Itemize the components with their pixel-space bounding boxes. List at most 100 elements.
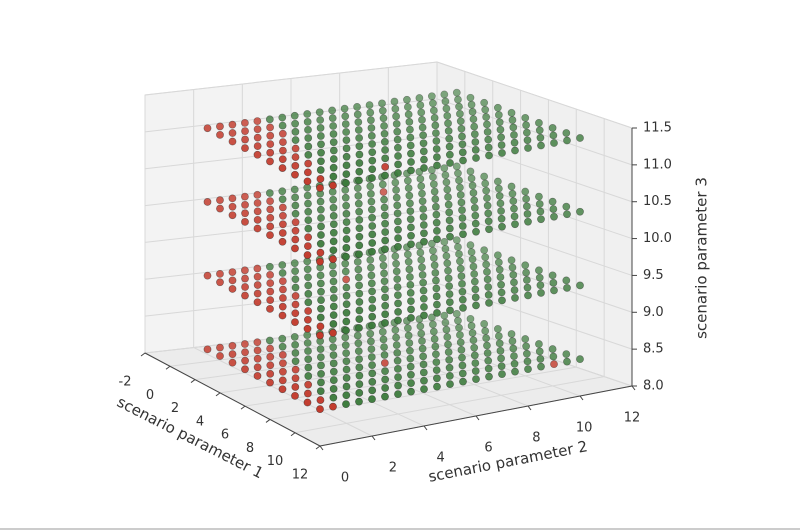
point (452, 162, 461, 171)
point (432, 210, 441, 219)
point (496, 199, 505, 208)
point (498, 149, 506, 157)
point (562, 202, 571, 211)
point (316, 248, 325, 257)
point (495, 265, 504, 274)
point (480, 172, 489, 181)
point (417, 182, 426, 191)
point (509, 123, 518, 132)
point (354, 118, 363, 127)
point (468, 181, 477, 190)
point (537, 141, 545, 150)
point (291, 267, 300, 276)
point (497, 354, 505, 363)
point (253, 142, 262, 151)
point (329, 237, 338, 246)
point (393, 209, 402, 218)
point (510, 352, 518, 360)
point (317, 140, 325, 149)
point (381, 367, 389, 376)
point (304, 199, 312, 208)
point (420, 376, 428, 385)
point (471, 285, 480, 294)
point (266, 344, 274, 353)
point (366, 182, 375, 191)
y-tick-mark (319, 445, 324, 451)
point (380, 195, 388, 204)
point (278, 277, 287, 286)
point (576, 207, 584, 216)
point (291, 365, 300, 374)
point (253, 117, 262, 126)
point (444, 127, 453, 135)
point (342, 144, 351, 153)
point (240, 118, 249, 127)
point (510, 286, 519, 294)
point (316, 239, 325, 248)
point (458, 206, 466, 215)
point (291, 119, 300, 128)
point (522, 349, 531, 358)
point (536, 355, 545, 363)
point (549, 278, 558, 287)
point (304, 355, 313, 364)
point (418, 263, 426, 272)
point (379, 335, 388, 344)
point (406, 207, 415, 216)
point (456, 264, 465, 273)
point (445, 290, 454, 298)
point (432, 358, 441, 367)
point (304, 233, 313, 242)
point (342, 357, 351, 366)
point (497, 133, 505, 142)
point (392, 333, 400, 342)
point (442, 178, 451, 187)
point (291, 383, 300, 391)
point (445, 282, 454, 291)
point (381, 293, 389, 302)
point (535, 192, 543, 201)
point (342, 400, 350, 409)
point (241, 365, 249, 374)
point (418, 337, 426, 345)
point (455, 250, 463, 258)
point (427, 239, 436, 248)
point (316, 175, 325, 183)
point (484, 364, 493, 373)
point (432, 284, 441, 293)
point (316, 124, 325, 132)
point (304, 142, 313, 151)
x-tick-label: 4 (196, 414, 204, 429)
point (394, 381, 402, 390)
point (494, 184, 503, 193)
point (317, 214, 325, 222)
point (480, 246, 489, 255)
point (392, 186, 400, 194)
point (507, 108, 516, 117)
point (471, 293, 480, 302)
point (228, 285, 237, 293)
point (470, 351, 479, 360)
point (456, 257, 464, 266)
point (329, 311, 338, 320)
point (329, 393, 338, 402)
point (241, 135, 249, 144)
point (278, 113, 287, 122)
point (228, 358, 237, 367)
point (549, 205, 558, 213)
point (291, 340, 300, 349)
point (380, 351, 389, 359)
x-tick-label: 0 (146, 388, 154, 403)
point (291, 170, 299, 179)
point (253, 264, 262, 273)
point (443, 333, 452, 341)
point (367, 337, 375, 346)
point (353, 184, 362, 193)
point (496, 125, 505, 134)
point (444, 200, 453, 209)
point (420, 155, 428, 164)
point (342, 349, 351, 358)
point (317, 287, 325, 296)
point (316, 197, 325, 206)
point (470, 196, 479, 205)
